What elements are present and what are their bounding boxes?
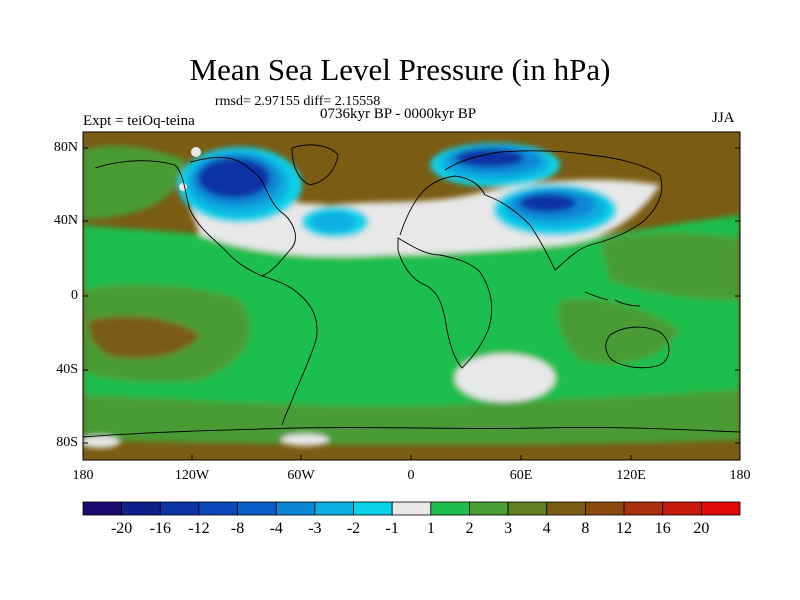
colorbar-label: -16 (149, 520, 171, 537)
colorbar-box (469, 501, 509, 516)
lat-label-40n: 40N (53, 213, 78, 228)
lon-label-120e: 120E (616, 468, 646, 483)
colorbar-box (314, 501, 354, 516)
field-white-speck-1 (179, 183, 187, 191)
lat-label-80s: 80S (56, 435, 78, 450)
coastline-europe (399, 175, 486, 236)
colorbar-label: 8 (581, 520, 590, 537)
pressure-field (83, 132, 740, 460)
coastline-africa (397, 237, 493, 369)
lat-label-40s: 40S (56, 362, 78, 377)
colorbar-label: -20 (110, 520, 133, 537)
field-olive-asia (600, 233, 740, 300)
stats-subtitle: rmsd= 2.97155 diff= 2.15558 (215, 94, 381, 109)
field-olive-south (83, 390, 740, 445)
colorbar-box (198, 501, 238, 516)
field-olive-indian (558, 299, 680, 364)
field-darkblue-asia (520, 194, 576, 212)
lon-label-60w: 60W (287, 468, 315, 483)
colorbar-label: -1 (385, 520, 399, 537)
colorbar-box (662, 501, 702, 516)
lon-label-180w: 180 (72, 468, 94, 483)
lon-label-0: 0 (407, 468, 415, 483)
field-white-speck-2 (191, 147, 201, 157)
coastline-asia (444, 150, 663, 271)
colorbar-label: 16 (654, 520, 671, 537)
coastline-australia (605, 326, 670, 369)
field-white-south (455, 354, 555, 402)
season-label: JJA (712, 110, 735, 126)
coastlines (83, 144, 740, 438)
field-white-antarctic-mid (281, 434, 329, 446)
colorbar-box (121, 501, 161, 516)
colorbar-label: 12 (616, 520, 633, 537)
colorbar-box (275, 501, 316, 516)
colorbar-box (430, 501, 470, 516)
colorbar-label: 4 (542, 520, 551, 537)
colorbar-label: 1 (426, 520, 435, 537)
colorbar-box (237, 501, 277, 516)
axis-ticks (82, 147, 741, 460)
field-brown-pacific (88, 316, 200, 359)
lon-label-120w: 120W (174, 468, 210, 483)
colorbar (82, 501, 741, 516)
colorbar-box (585, 501, 625, 516)
colorbar-box (507, 501, 548, 516)
coastline-antarctica (83, 426, 740, 438)
colorbar-box (623, 501, 664, 516)
coastline-south-america (261, 275, 318, 426)
lon-label-60e: 60E (509, 468, 533, 483)
colorbar-label: -2 (346, 520, 361, 537)
colorbar-box (159, 501, 200, 516)
colorbar-box (391, 501, 432, 516)
colorbar-label: -4 (269, 520, 283, 537)
experiment-label: Expt = teiOq-teina (83, 113, 195, 129)
colorbar-label: -8 (230, 520, 245, 537)
field-darkblue-greenland (198, 158, 270, 198)
coastline-indonesia (584, 291, 641, 307)
colorbar-label: -3 (308, 520, 322, 537)
field-lightblue-atlantic (311, 212, 355, 232)
colorbar-box (700, 501, 741, 516)
coastline-greenland (291, 144, 339, 186)
lat-label-80n: 80N (53, 140, 78, 155)
colorbar-box (546, 501, 586, 516)
coastline-north-america (94, 157, 296, 277)
colorbar-box (353, 501, 393, 516)
map-title: Mean Sea Level Pressure (in hPa) (189, 52, 611, 87)
colorbar-label: -12 (188, 520, 210, 537)
period-subtitle: 0736kyr BP - 0000kyr BP (320, 106, 477, 122)
colorbar-box (82, 501, 123, 516)
lon-label-180e: 180 (729, 468, 751, 483)
field-darkblue-siberia (456, 149, 524, 167)
field-white-antarctic-left (83, 436, 120, 448)
colorbar-label: 20 (693, 520, 710, 537)
colorbar-label: 3 (504, 520, 513, 537)
lat-label-0: 0 (71, 288, 78, 303)
colorbar-label: 2 (465, 520, 474, 537)
